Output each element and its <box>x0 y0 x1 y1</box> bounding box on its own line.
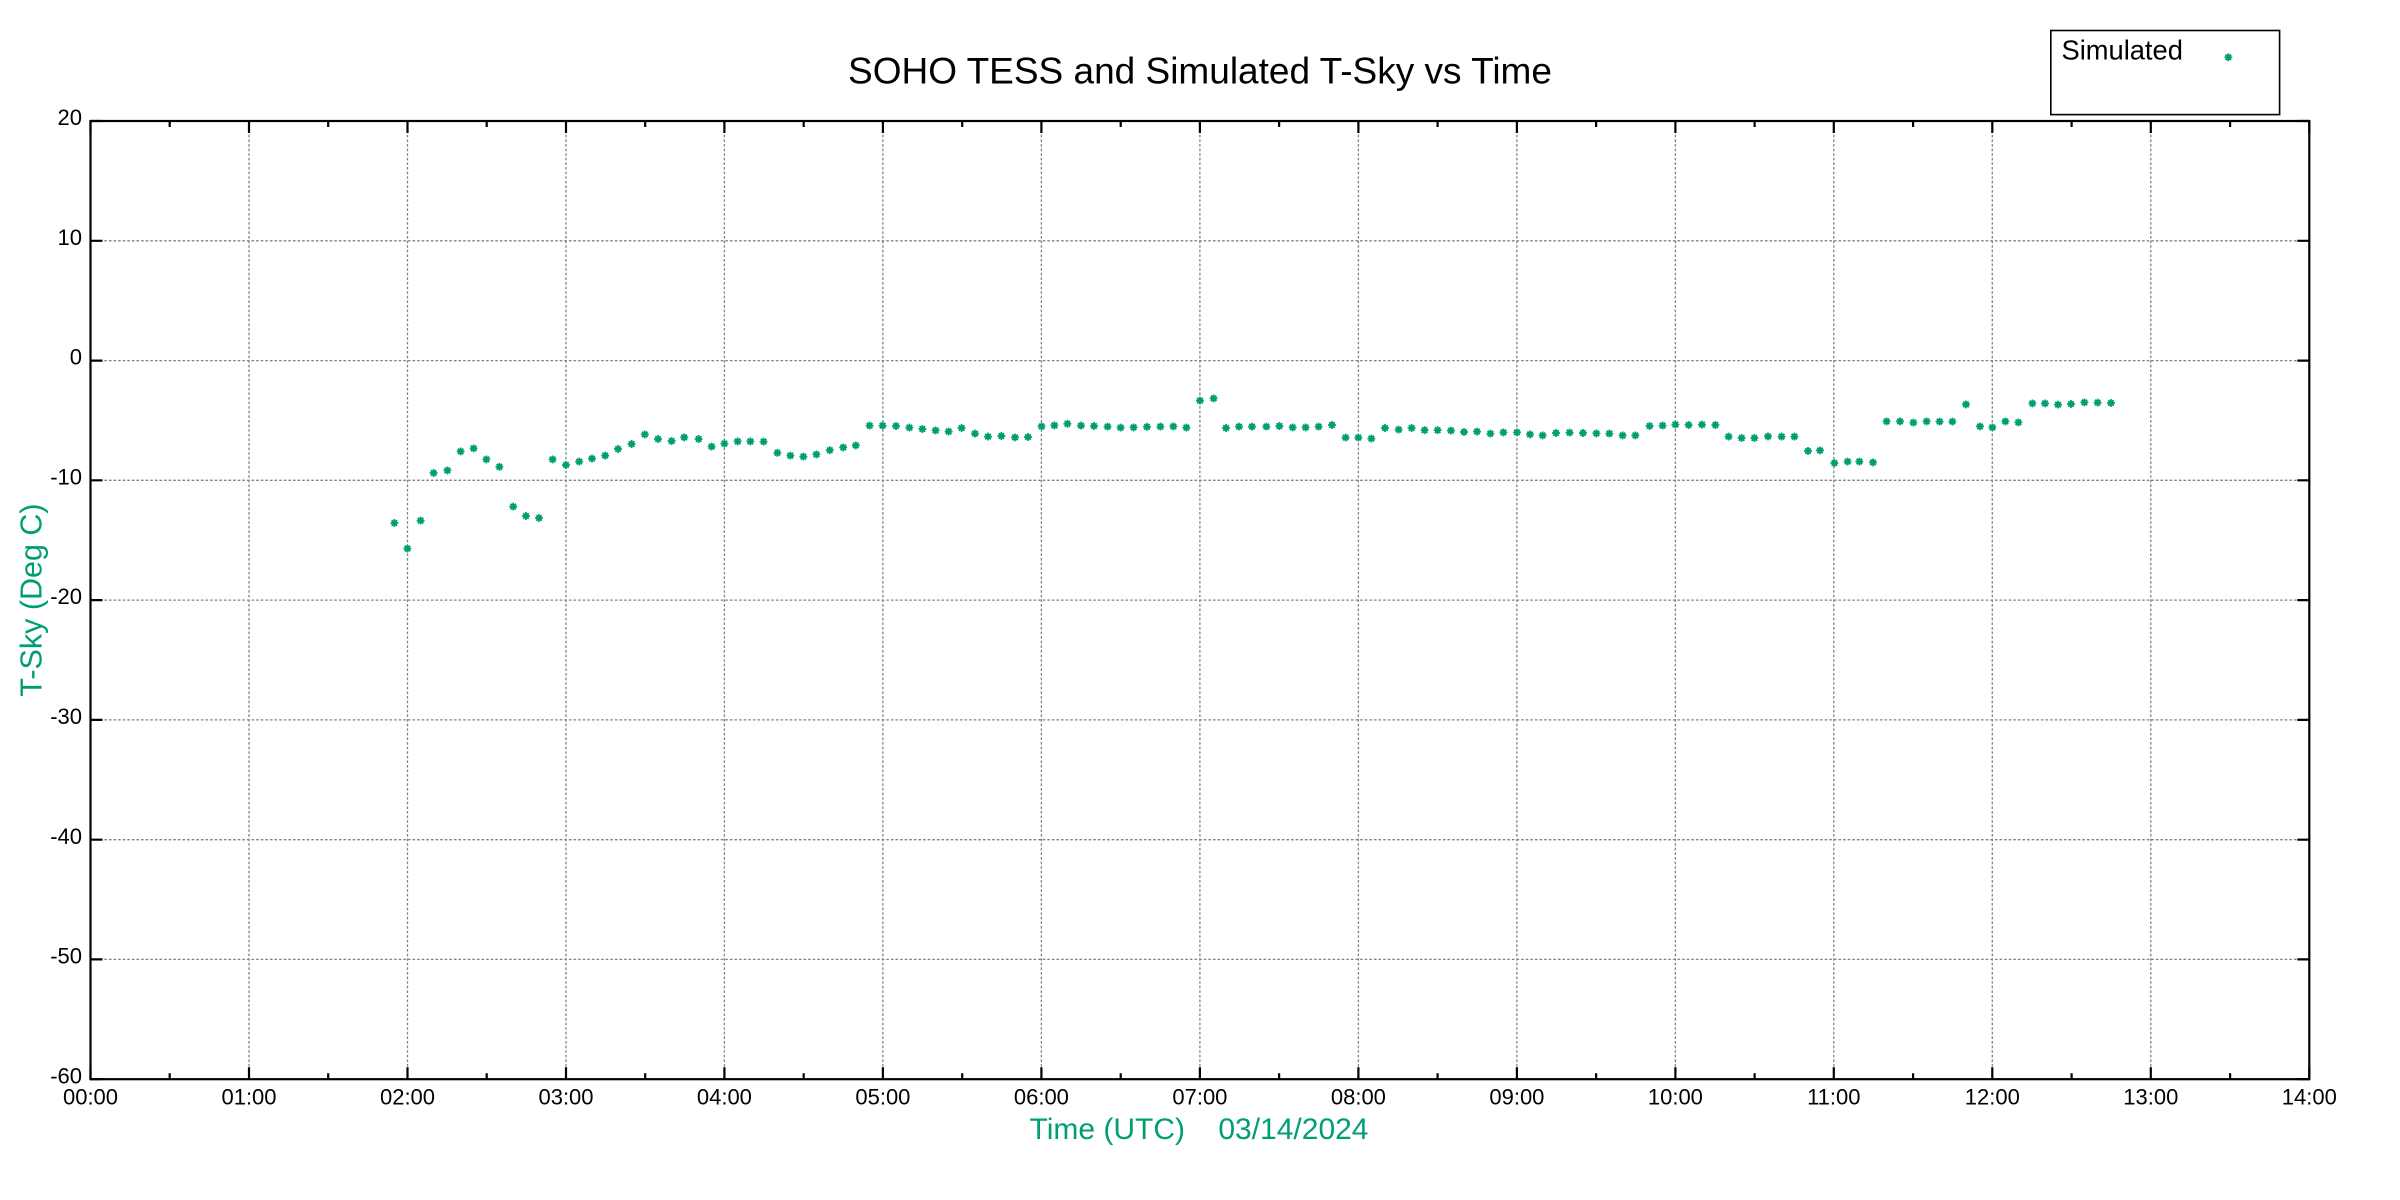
svg-text:20: 20 <box>58 105 82 130</box>
svg-text:06:00: 06:00 <box>1014 1084 1069 1109</box>
svg-text:-20: -20 <box>50 584 82 609</box>
svg-text:-50: -50 <box>50 944 82 969</box>
svg-text:Time (UTC) 03/14/2024: Time (UTC) 03/14/2024 <box>1029 1113 1368 1146</box>
svg-text:12:00: 12:00 <box>1965 1084 2020 1109</box>
svg-text:-30: -30 <box>50 704 82 729</box>
svg-text:08:00: 08:00 <box>1331 1084 1386 1109</box>
svg-text:-60: -60 <box>50 1063 82 1088</box>
svg-text:14:00: 14:00 <box>2282 1084 2337 1109</box>
svg-text:07:00: 07:00 <box>1172 1084 1227 1109</box>
svg-text:Simulated: Simulated <box>2062 35 2183 66</box>
svg-text:03:00: 03:00 <box>538 1084 593 1109</box>
svg-text:09:00: 09:00 <box>1489 1084 1544 1109</box>
svg-text:0: 0 <box>70 345 82 370</box>
svg-text:13:00: 13:00 <box>2123 1084 2178 1109</box>
svg-text:-10: -10 <box>50 464 82 489</box>
svg-text:11:00: 11:00 <box>1807 1084 1860 1109</box>
svg-text:-40: -40 <box>50 824 82 849</box>
svg-text:05:00: 05:00 <box>855 1084 910 1109</box>
svg-text:SOHO TESS and Simulated T-Sky: SOHO TESS and Simulated T-Sky vs Time <box>848 51 1552 92</box>
svg-text:01:00: 01:00 <box>221 1084 276 1109</box>
svg-text:02:00: 02:00 <box>380 1084 435 1109</box>
svg-text:04:00: 04:00 <box>697 1084 752 1109</box>
svg-text:00:00: 00:00 <box>63 1084 118 1109</box>
svg-text:10:00: 10:00 <box>1648 1084 1703 1109</box>
svg-text:10: 10 <box>58 225 82 250</box>
svg-text:T-Sky (Deg C): T-Sky (Deg C) <box>15 503 49 696</box>
